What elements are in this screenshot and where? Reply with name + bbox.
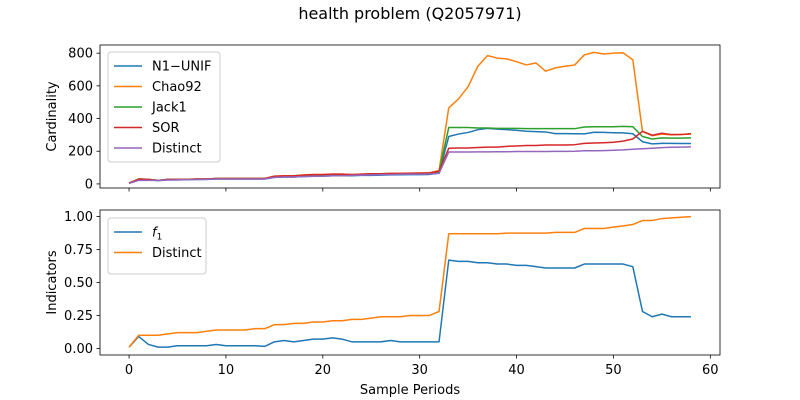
y-tick-label: 0.75 [64,243,93,258]
legend-label-distinct: Distinct [152,246,202,261]
y-tick-label: 0.25 [64,309,93,324]
legend-label-chao92: Chao92 [152,80,202,95]
x-axis-label: Sample Periods [360,383,460,398]
legend-label-n1-unif: N1−UNIF [152,60,211,75]
legend: N1−UNIF Chao92 Jack1 SOR Distinct [107,51,221,163]
y-tick-label: 800 [68,47,93,62]
legend-label-distinct: Distinct [152,142,202,157]
legend: f1 Distinct [107,217,207,275]
series-line-f1 [128,259,691,348]
x-tick-label: 10 [218,363,235,378]
y-tick-label: 400 [68,112,93,127]
legend-box [107,51,221,163]
y-tick-label: 600 [68,79,93,94]
x-tick-label: 0 [125,363,133,378]
y-tick-label: 200 [68,145,93,160]
y-tick-label: 0.50 [64,276,93,291]
indicators-panel: 0 10 20 30 40 50 60 0.00 0.25 0.50 0.75 1.00 Indicat… [45,209,721,398]
y-axis-label: Cardinality [45,81,60,152]
legend-label-jack1: Jack1 [151,101,187,116]
x-tick-label: 60 [702,363,719,378]
x-tick-label: 20 [315,363,332,378]
axes-frame [99,44,721,189]
legend-label-sor: SOR [152,121,180,136]
x-tick-label: 50 [605,363,622,378]
cardinality-panel: 0 200 400 600 800 Cardinality N1−UNIF Chao92 Jac… [45,44,721,192]
x-tick-label: 30 [411,363,428,378]
y-axis-label: Indicators [45,250,60,314]
y-tick-label: 0 [85,177,93,192]
series-line-distinct [128,146,691,185]
y-tick-label: 1.00 [64,210,93,225]
y-tick-label: 0.00 [64,342,93,357]
series-line-distinct [128,215,691,348]
x-tick-label: 40 [508,363,525,378]
figure-title: health problem (Q2057971) [298,4,521,23]
legend-label-f1: f1 [152,226,162,243]
